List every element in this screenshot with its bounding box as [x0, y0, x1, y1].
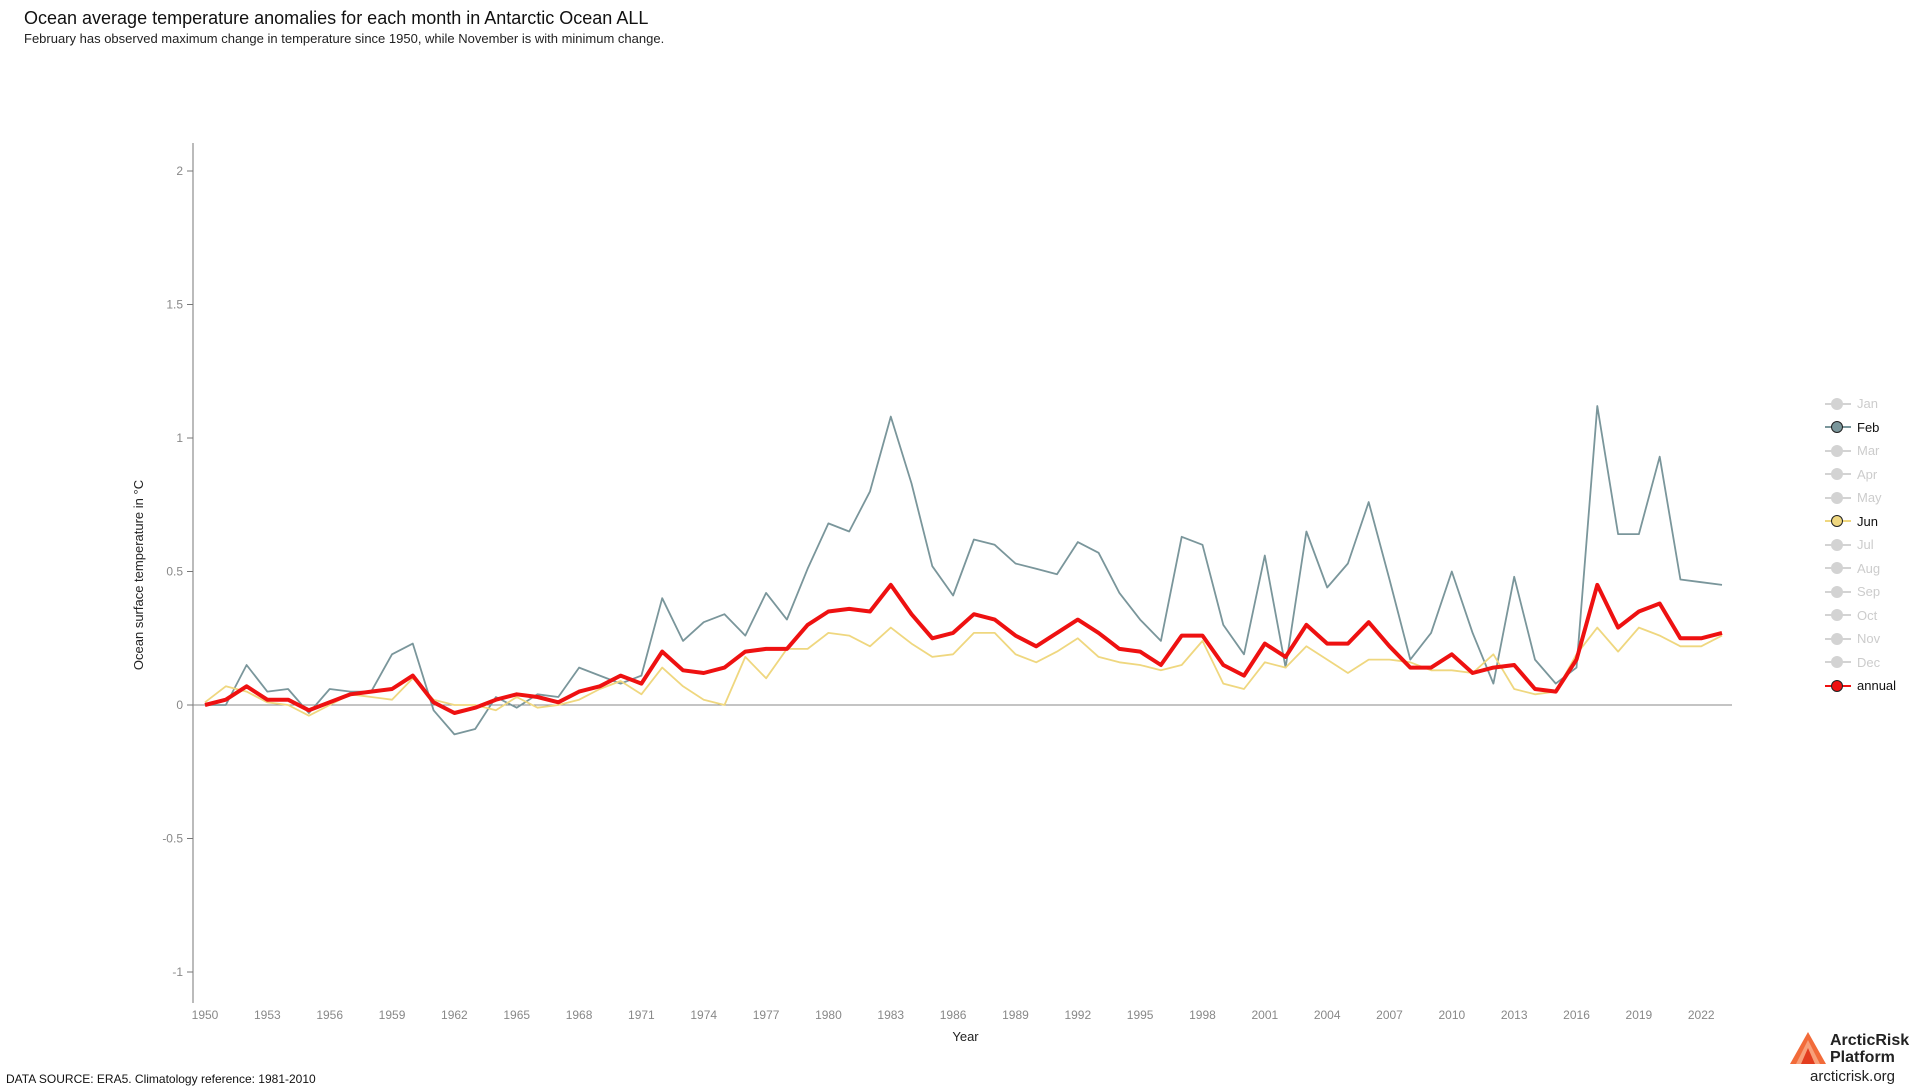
x-tick-label: 1959 [379, 1008, 406, 1022]
legend-swatch-icon [1825, 632, 1851, 646]
legend: Jan Feb Mar Apr May Jun Jul Aug Sep Oct Nov Dec annu… [1825, 392, 1896, 698]
legend-label: May [1857, 490, 1882, 506]
x-tick-label: 2022 [1688, 1008, 1715, 1022]
legend-item-jun[interactable]: Jun [1825, 510, 1896, 534]
legend-item-aug[interactable]: Aug [1825, 557, 1896, 581]
chart-title: Ocean average temperature anomalies for … [24, 8, 649, 28]
y-tick-label: 2 [176, 164, 183, 178]
x-axis-title: Year [952, 1029, 979, 1044]
legend-item-jan[interactable]: Jan [1825, 392, 1896, 416]
x-tick-label: 1983 [877, 1008, 904, 1022]
legend-swatch-icon [1825, 538, 1851, 552]
legend-label: Jun [1857, 513, 1878, 529]
y-tick-label: 0.5 [166, 565, 183, 579]
x-tick-label: 2016 [1563, 1008, 1590, 1022]
x-tick-label: 1998 [1189, 1008, 1216, 1022]
brand-logo[interactable]: ArcticRisk Platform arcticrisk.org [1788, 1030, 1918, 1085]
legend-item-jul[interactable]: Jul [1825, 533, 1896, 557]
legend-label: Feb [1857, 419, 1880, 435]
x-tick-label: 2013 [1501, 1008, 1528, 1022]
legend-label: Dec [1857, 654, 1881, 670]
y-tick-label: -1 [172, 965, 183, 979]
legend-label: Apr [1857, 466, 1878, 482]
y-axis-title: Ocean surface temperature in °C [131, 480, 146, 670]
x-tick-label: 1989 [1002, 1008, 1029, 1022]
legend-swatch-icon [1825, 561, 1851, 575]
x-tick-label: 1971 [628, 1008, 655, 1022]
x-tick-label: 1956 [316, 1008, 343, 1022]
legend-item-mar[interactable]: Mar [1825, 439, 1896, 463]
axes: -1 -0.5 0 0.5 1 1.5 2 1950 1953 1956 1959 1962 1965 1… [162, 143, 1732, 1022]
legend-label: Nov [1857, 631, 1881, 647]
chart-subtitle: February has observed maximum change in … [24, 31, 665, 46]
legend-item-nov[interactable]: Nov [1825, 627, 1896, 651]
legend-label: Oct [1857, 607, 1878, 623]
x-tick-label: 1965 [503, 1008, 530, 1022]
legend-item-dec[interactable]: Dec [1825, 651, 1896, 675]
x-tick-label: 1950 [192, 1008, 219, 1022]
legend-item-feb[interactable]: Feb [1825, 416, 1896, 440]
data-source-note: DATA SOURCE: ERA5. Climatology reference… [6, 1072, 316, 1086]
x-tick-label: 1992 [1064, 1008, 1091, 1022]
x-tick-label: 2004 [1314, 1008, 1341, 1022]
legend-swatch-icon [1825, 420, 1851, 434]
legend-item-sep[interactable]: Sep [1825, 580, 1896, 604]
legend-swatch-icon [1825, 444, 1851, 458]
y-tick-label: -0.5 [162, 832, 183, 846]
x-tick-label: 1977 [753, 1008, 780, 1022]
legend-swatch-icon [1825, 467, 1851, 481]
legend-swatch-icon [1825, 514, 1851, 528]
series-layer [204, 405, 1723, 736]
legend-swatch-icon [1825, 491, 1851, 505]
x-tick-label: 2007 [1376, 1008, 1403, 1022]
brand-url[interactable]: arcticrisk.org [1810, 1068, 1896, 1085]
legend-swatch-icon [1825, 655, 1851, 669]
x-tick-label: 2010 [1438, 1008, 1465, 1022]
legend-label: Jul [1857, 537, 1874, 553]
brand-name: ArcticRisk Platform [1830, 1032, 1909, 1066]
legend-swatch-icon [1825, 679, 1851, 693]
legend-item-apr[interactable]: Apr [1825, 463, 1896, 487]
series-line-annual[interactable] [204, 582, 1723, 715]
legend-label: Mar [1857, 443, 1880, 459]
legend-label: Sep [1857, 584, 1881, 600]
x-tick-label: 1962 [441, 1008, 468, 1022]
x-tick-label: 1953 [254, 1008, 281, 1022]
x-tick-label: 2019 [1626, 1008, 1653, 1022]
series-line-feb[interactable] [205, 405, 1723, 736]
y-tick-label: 1 [176, 431, 183, 445]
x-tick-label: 1995 [1127, 1008, 1154, 1022]
x-tick-label: 1980 [815, 1008, 842, 1022]
x-tick-label: 1968 [566, 1008, 593, 1022]
x-tick-label: 1974 [690, 1008, 717, 1022]
legend-swatch-icon [1825, 585, 1851, 599]
legend-label: annual [1857, 678, 1897, 694]
legend-swatch-icon [1825, 608, 1851, 622]
y-tick-label: 1.5 [166, 298, 183, 312]
legend-item-oct[interactable]: Oct [1825, 604, 1896, 628]
brand-name-line1: ArcticRisk [1830, 1032, 1910, 1049]
legend-item-may[interactable]: May [1825, 486, 1896, 510]
x-tick-label: 1986 [940, 1008, 967, 1022]
y-tick-label: 0 [176, 698, 183, 712]
legend-swatch-icon [1825, 397, 1851, 411]
legend-label: Aug [1857, 560, 1881, 576]
brand-name-line2: Platform [1830, 1049, 1895, 1066]
legend-item-annual[interactable]: annual [1825, 674, 1896, 698]
legend-label: Jan [1857, 396, 1878, 412]
arcticrisk-logo-icon [1790, 1032, 1826, 1064]
x-tick-label: 2001 [1251, 1008, 1278, 1022]
